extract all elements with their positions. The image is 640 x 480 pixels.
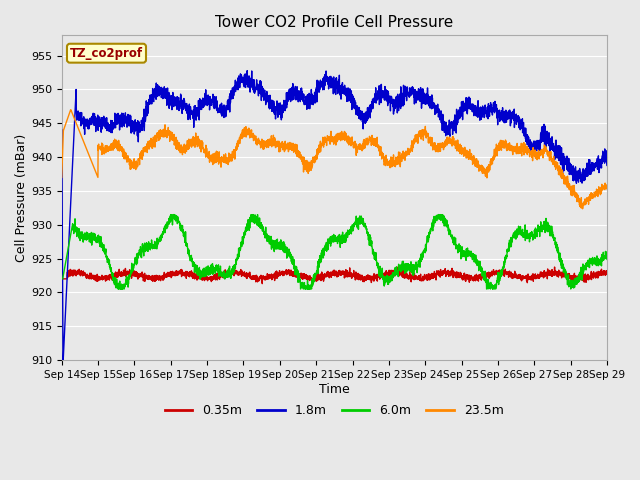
X-axis label: Time: Time (319, 383, 349, 396)
Title: Tower CO2 Profile Cell Pressure: Tower CO2 Profile Cell Pressure (215, 15, 454, 30)
Y-axis label: Cell Pressure (mBar): Cell Pressure (mBar) (15, 133, 28, 262)
Text: TZ_co2prof: TZ_co2prof (70, 47, 143, 60)
Legend: 0.35m, 1.8m, 6.0m, 23.5m: 0.35m, 1.8m, 6.0m, 23.5m (160, 399, 509, 422)
